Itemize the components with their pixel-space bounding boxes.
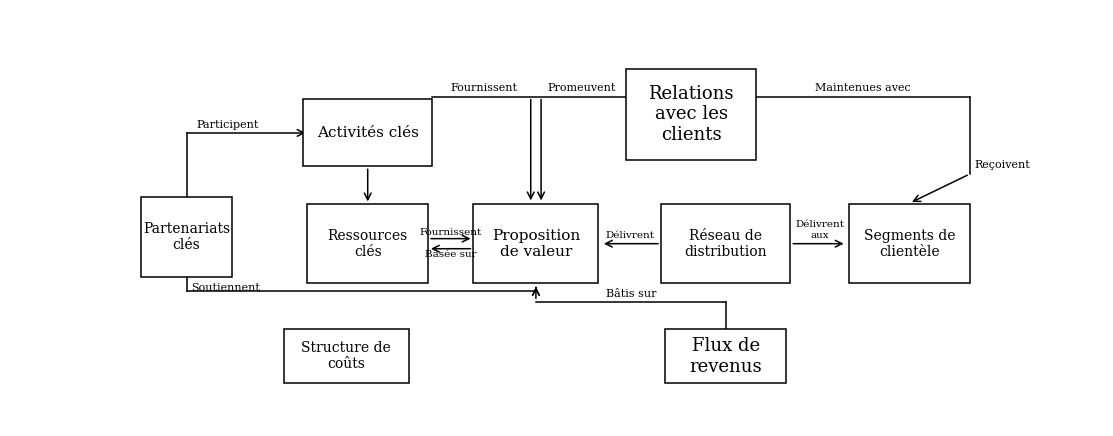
Text: Fournissent: Fournissent <box>451 83 518 93</box>
Text: Basée sur: Basée sur <box>425 250 476 259</box>
Text: Partenariats
clés: Partenariats clés <box>142 222 230 252</box>
Text: Délivrent: Délivrent <box>605 231 654 240</box>
Text: Bâtis sur: Bâtis sur <box>605 289 656 299</box>
Text: Proposition
de valeur: Proposition de valeur <box>492 228 580 259</box>
Text: Soutiennent: Soutiennent <box>191 283 259 293</box>
FancyBboxPatch shape <box>849 204 969 283</box>
Text: Segments de
clientèle: Segments de clientèle <box>864 228 955 259</box>
FancyBboxPatch shape <box>666 329 786 383</box>
Text: Promeuvent: Promeuvent <box>546 83 615 93</box>
Text: Reçoivent: Reçoivent <box>974 160 1030 170</box>
Text: Réseau de
distribution: Réseau de distribution <box>684 228 767 259</box>
Text: Activités clés: Activités clés <box>317 126 418 140</box>
FancyBboxPatch shape <box>303 99 432 167</box>
Text: Maintenues avec: Maintenues avec <box>815 83 910 93</box>
Text: Structure de
coûts: Structure de coûts <box>302 341 391 371</box>
FancyBboxPatch shape <box>627 69 756 160</box>
Text: Flux de
revenus: Flux de revenus <box>689 337 762 375</box>
Text: Délivrent
aux: Délivrent aux <box>795 220 844 240</box>
FancyBboxPatch shape <box>284 329 408 383</box>
Text: Relations
avec les
clients: Relations avec les clients <box>649 85 733 144</box>
Text: Participent: Participent <box>196 119 258 129</box>
FancyBboxPatch shape <box>661 204 790 283</box>
Text: Fournissent: Fournissent <box>420 228 482 237</box>
FancyBboxPatch shape <box>141 197 232 277</box>
FancyBboxPatch shape <box>307 204 429 283</box>
FancyBboxPatch shape <box>473 204 599 283</box>
Text: Ressources
clés: Ressources clés <box>327 228 407 259</box>
